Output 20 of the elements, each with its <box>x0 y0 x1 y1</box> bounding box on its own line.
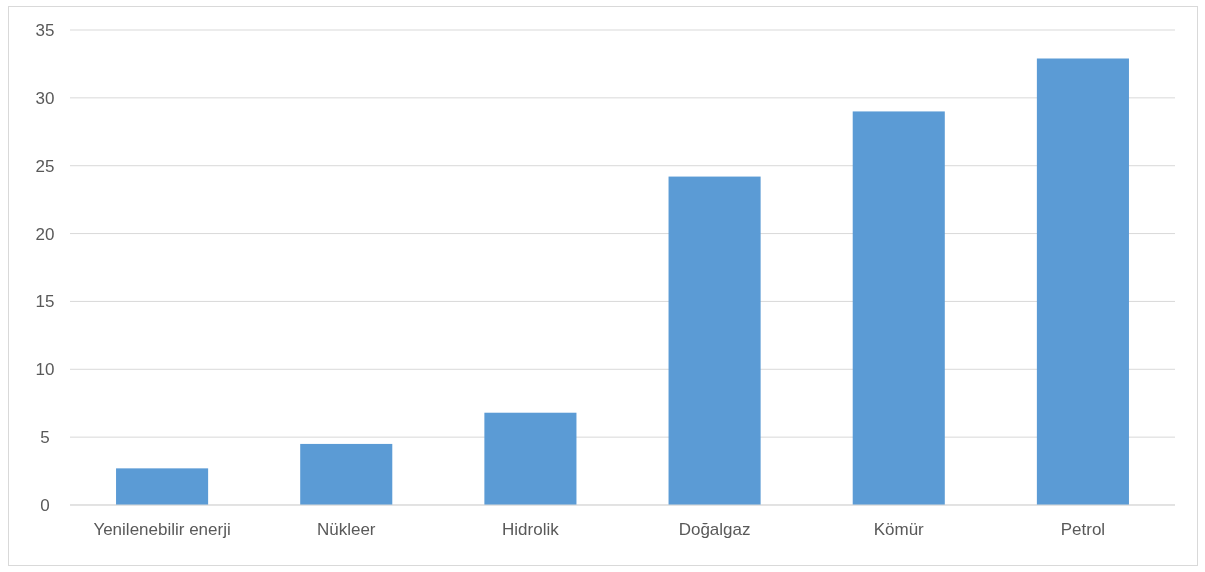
x-tick-label: Petrol <box>1060 520 1106 539</box>
bar <box>484 412 577 505</box>
y-tick-label: 35 <box>35 20 55 40</box>
bar <box>1036 58 1129 505</box>
y-tick-label: 5 <box>40 428 50 448</box>
y-tick-label: 20 <box>35 224 55 244</box>
bar <box>668 176 761 505</box>
y-tick-label: 25 <box>35 156 55 176</box>
x-tick-label: Yenilenebilir enerji <box>93 520 231 539</box>
y-tick-label: 10 <box>35 360 55 380</box>
x-tick-label: Doğalgaz <box>678 520 751 539</box>
bar <box>300 443 393 505</box>
x-tick-label: Hidrolik <box>502 520 560 539</box>
y-tick-label: 15 <box>35 292 55 312</box>
y-tick-label: 30 <box>35 88 55 108</box>
bar <box>116 468 209 505</box>
bar <box>852 111 945 505</box>
y-tick-label: 0 <box>40 495 50 515</box>
x-tick-label: Kömür <box>873 520 925 539</box>
x-tick-label: Nükleer <box>316 520 376 539</box>
